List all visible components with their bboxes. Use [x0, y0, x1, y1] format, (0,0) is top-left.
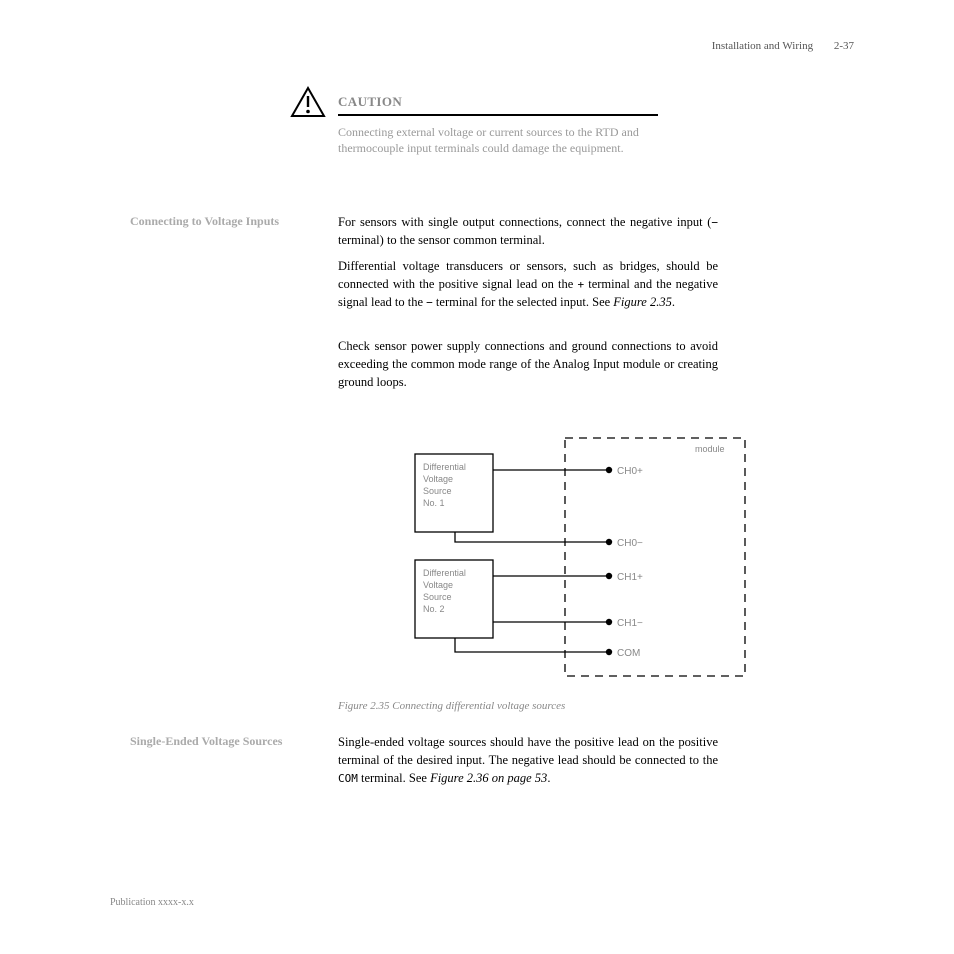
- fig-com: COM: [617, 648, 640, 659]
- p1a: For sensors with single output connectio…: [338, 215, 711, 229]
- paragraph-1: For sensors with single output connectio…: [338, 214, 718, 250]
- caution-body: Connecting external voltage or current s…: [338, 124, 678, 156]
- figure-caption: Figure 2.35 Connecting differential volt…: [338, 700, 565, 712]
- warning-icon: [290, 86, 326, 123]
- fig-box2-l1: Differential: [423, 568, 466, 578]
- fig-box1-l3: Source: [423, 486, 452, 496]
- p4b: terminal. See: [358, 771, 430, 785]
- fig-ch0p: CH0+: [617, 466, 643, 477]
- paragraph-4: Single-ended voltage sources should have…: [338, 734, 718, 787]
- fig-box2-l4: No. 2: [423, 604, 445, 614]
- footer-pub: Publication xxxx-x.x: [110, 897, 194, 908]
- side-label-single-ended: Single-Ended Voltage Sources: [130, 734, 282, 749]
- p2ref: Figure 2.35: [613, 295, 672, 309]
- p2-neg: −: [426, 296, 433, 309]
- p4-com: COM: [338, 772, 358, 785]
- fig-box2-l2: Voltage: [423, 580, 453, 590]
- header-right: Installation and Wiring 2-37: [712, 40, 854, 52]
- p2d: .: [672, 295, 675, 309]
- fig-ch1n: CH1−: [617, 618, 643, 629]
- fig-box2-l3: Source: [423, 592, 452, 602]
- side-label-voltage-inputs: Connecting to Voltage Inputs: [130, 214, 279, 229]
- fig-ch0n: CH0−: [617, 538, 643, 549]
- caution-label: CAUTION: [338, 94, 402, 110]
- p1b: terminal) to the sensor common terminal.: [338, 233, 545, 247]
- fig-box1-l2: Voltage: [423, 474, 453, 484]
- p1-neg: −: [711, 216, 718, 229]
- paragraph-3: Check sensor power supply connections an…: [338, 338, 718, 391]
- paragraph-2: Differential voltage transducers or sens…: [338, 258, 718, 311]
- fig-caption-prefix: Figure 2.35: [338, 700, 392, 712]
- figure-diff-voltage: module Differential Voltage Source No. 1…: [395, 430, 755, 690]
- fig-module-label: module: [695, 444, 725, 454]
- header-section-label: Installation and Wiring: [712, 40, 813, 52]
- p4a: Single-ended voltage sources should have…: [338, 735, 718, 767]
- fig-caption-text: Connecting differential voltage sources: [392, 700, 565, 712]
- fig-ch1p: CH1+: [617, 572, 643, 583]
- caution-rule: [338, 114, 658, 116]
- p2c: terminal for the selected input. See: [433, 295, 614, 309]
- page: Installation and Wiring 2-37 CAUTION Con…: [0, 0, 954, 954]
- fig-box1-l1: Differential: [423, 462, 466, 472]
- p4d: .: [547, 771, 550, 785]
- fig-box1-l4: No. 1: [423, 498, 445, 508]
- header-section-num: 2-37: [834, 40, 854, 52]
- p4ref: Figure 2.36 on page 53: [430, 771, 547, 785]
